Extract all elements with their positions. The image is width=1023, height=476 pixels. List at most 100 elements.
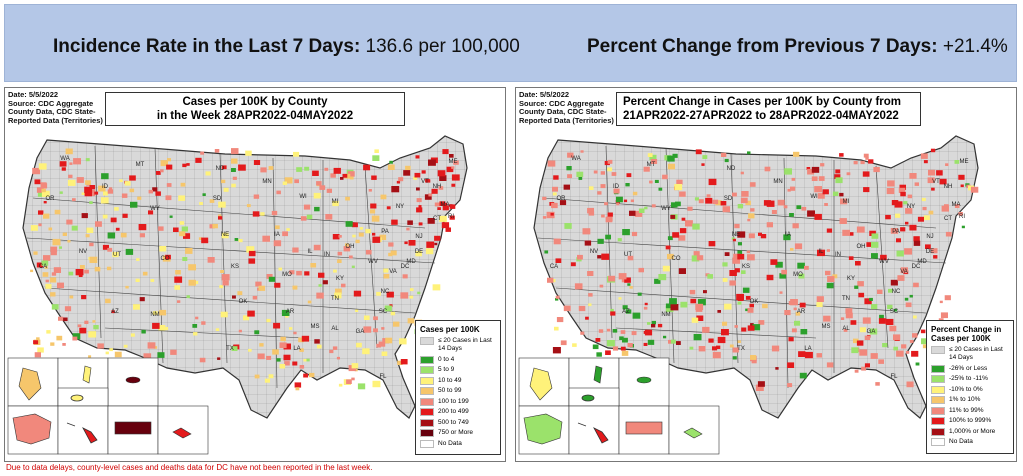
county-patch <box>878 318 886 324</box>
county-patch <box>283 354 291 361</box>
county-patch <box>252 295 258 300</box>
county-patch <box>272 349 279 355</box>
county-patch <box>564 223 572 229</box>
county-patch <box>643 342 648 346</box>
left-source-line: Reported Data (Territories) <box>8 115 103 125</box>
county-patch <box>690 298 697 304</box>
county-patch <box>722 206 731 213</box>
state-label-al: AL <box>331 326 339 332</box>
county-patch <box>835 177 843 184</box>
county-patch <box>644 302 648 306</box>
county-patch <box>257 353 265 360</box>
county-patch <box>729 280 736 286</box>
county-patch <box>139 233 145 238</box>
county-patch <box>51 272 57 276</box>
county-patch <box>253 194 260 199</box>
right-legend-item: 11% to 99% <box>931 406 1009 415</box>
county-patch <box>38 223 42 227</box>
county-patch <box>174 276 183 283</box>
state-label-nm: NM <box>150 312 159 318</box>
county-patch <box>816 296 824 302</box>
county-patch <box>309 372 315 378</box>
county-patch <box>625 309 632 314</box>
state-label-al: AL <box>842 326 850 332</box>
county-patch <box>620 330 626 334</box>
county-patch <box>351 377 355 381</box>
county-patch <box>945 231 952 237</box>
county-patch <box>111 310 115 314</box>
county-patch <box>59 161 67 167</box>
county-patch <box>40 182 47 187</box>
county-patch <box>451 166 455 169</box>
state-label-dc: DC <box>401 264 410 270</box>
county-patch <box>405 165 411 171</box>
county-patch <box>332 201 339 207</box>
county-patch <box>668 339 673 344</box>
right-legend-swatch <box>931 346 945 354</box>
county-patch <box>98 185 106 192</box>
county-patch <box>740 171 744 175</box>
county-patch <box>372 232 376 236</box>
county-patch <box>737 231 746 238</box>
county-patch <box>797 262 805 269</box>
county-patch <box>595 338 601 342</box>
county-patch <box>887 304 893 310</box>
right-legend-item: 1% to 10% <box>931 396 1009 404</box>
county-patch <box>136 258 140 261</box>
county-patch <box>825 270 831 276</box>
county-patch <box>373 328 378 333</box>
state-label-ma: MA <box>952 202 961 208</box>
county-patch <box>695 149 702 155</box>
county-patch <box>324 167 329 171</box>
county-patch <box>877 289 883 294</box>
county-patch <box>900 227 906 232</box>
county-patch <box>38 163 47 170</box>
right-legend-label: -25% to -11% <box>949 375 988 382</box>
county-patch <box>295 387 300 391</box>
county-patch <box>905 221 909 225</box>
county-patch <box>779 291 783 294</box>
county-patch <box>747 218 751 222</box>
county-patch <box>347 171 355 177</box>
county-patch <box>112 252 119 258</box>
county-patch <box>807 168 815 175</box>
county-patch <box>578 305 586 312</box>
county-patch <box>248 250 256 257</box>
county-patch <box>114 351 122 358</box>
county-patch <box>737 340 741 343</box>
county-patch <box>647 153 653 157</box>
county-patch <box>606 340 615 347</box>
county-patch <box>632 312 641 319</box>
right-legend-swatch <box>931 406 945 415</box>
county-patch <box>88 331 97 338</box>
county-patch <box>268 374 274 379</box>
county-patch <box>148 189 153 194</box>
county-patch <box>238 164 246 171</box>
right-us-map: WA OR CA NV ID MT WY UT AZ CO NM ND SD NE KS OK TX MN IA MO… <box>518 135 979 455</box>
county-patch <box>637 292 642 296</box>
left-legend-swatch <box>420 376 434 385</box>
county-patch <box>921 197 926 202</box>
county-patch <box>312 170 319 176</box>
county-patch <box>374 149 379 153</box>
county-patch <box>853 161 858 165</box>
cases-map-panel: Date: 5/5/2022 Source: CDC Aggregate Cou… <box>4 87 506 462</box>
county-patch <box>712 199 719 205</box>
left-legend-item: 5 to 9 <box>420 366 496 374</box>
county-patch <box>340 177 344 180</box>
county-patch <box>634 210 643 217</box>
county-patch <box>56 335 63 341</box>
county-patch <box>84 190 92 197</box>
county-patch <box>165 254 171 260</box>
county-patch <box>79 265 85 269</box>
left-legend-label: 0 to 4 <box>438 355 455 363</box>
county-patch <box>856 340 864 346</box>
county-patch <box>745 308 749 312</box>
state-label-sd: SD <box>724 196 733 202</box>
county-patch <box>749 182 756 187</box>
county-patch <box>416 198 422 203</box>
county-patch <box>747 151 751 155</box>
county-patch <box>41 190 50 197</box>
county-patch <box>142 271 148 276</box>
county-patch <box>209 199 215 203</box>
